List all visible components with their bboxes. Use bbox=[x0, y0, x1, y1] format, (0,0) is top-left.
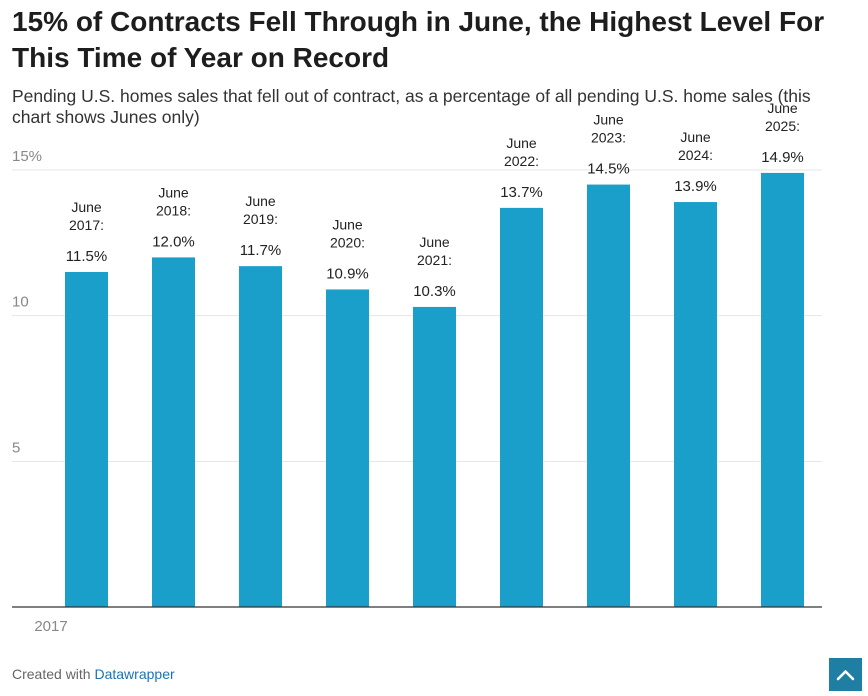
bar bbox=[152, 257, 195, 607]
data-label: 11.7% bbox=[240, 242, 281, 259]
x-tick-label: 2017 bbox=[34, 618, 67, 635]
category-label: June 2018: bbox=[156, 184, 191, 218]
category-label: June 2025: bbox=[765, 100, 800, 134]
data-label: 10.9% bbox=[326, 265, 369, 282]
category-label: June 2019: bbox=[243, 193, 278, 227]
category-label: June 2024: bbox=[678, 129, 713, 163]
data-label: 13.9% bbox=[674, 178, 717, 195]
scroll-top-button[interactable] bbox=[829, 658, 862, 691]
category-label: June 2022: bbox=[504, 135, 539, 169]
y-tick-label: 10 bbox=[12, 294, 29, 311]
data-label: 12.0% bbox=[152, 233, 195, 250]
datawrapper-link[interactable]: Datawrapper bbox=[94, 666, 175, 682]
chart-title: 15% of Contracts Fell Through in June, t… bbox=[12, 6, 825, 73]
y-tick-label: 5 bbox=[12, 439, 20, 456]
bar bbox=[239, 266, 282, 607]
y-tick-label: 15% bbox=[12, 148, 42, 165]
data-label: 11.5% bbox=[66, 248, 107, 265]
bar bbox=[326, 289, 369, 607]
category-label: June 2023: bbox=[591, 112, 626, 146]
bar-chart: 5 10 15% 11.5% June 2017: 12.0% June 2018: 11.7% J… bbox=[12, 100, 822, 635]
chart-subtitle: Pending U.S. homes sales that fell out o… bbox=[12, 86, 811, 127]
bar bbox=[761, 172, 804, 607]
category-label: June 2017: bbox=[69, 199, 104, 233]
category-label: June 2021: bbox=[417, 234, 452, 268]
bar bbox=[413, 306, 456, 607]
data-label: 13.7% bbox=[500, 184, 543, 201]
data-label: 14.9% bbox=[761, 149, 804, 166]
category-label: June 2020: bbox=[330, 216, 365, 250]
bar bbox=[500, 207, 543, 607]
bar bbox=[587, 184, 630, 608]
data-label: 14.5% bbox=[587, 161, 630, 178]
footer-prefix: Created with bbox=[12, 666, 95, 682]
footer-credit: Created with Datawrapper bbox=[12, 666, 175, 682]
bar bbox=[65, 271, 108, 607]
chevron-up-icon bbox=[836, 670, 855, 681]
bar bbox=[674, 202, 717, 607]
data-label: 10.3% bbox=[413, 283, 456, 300]
